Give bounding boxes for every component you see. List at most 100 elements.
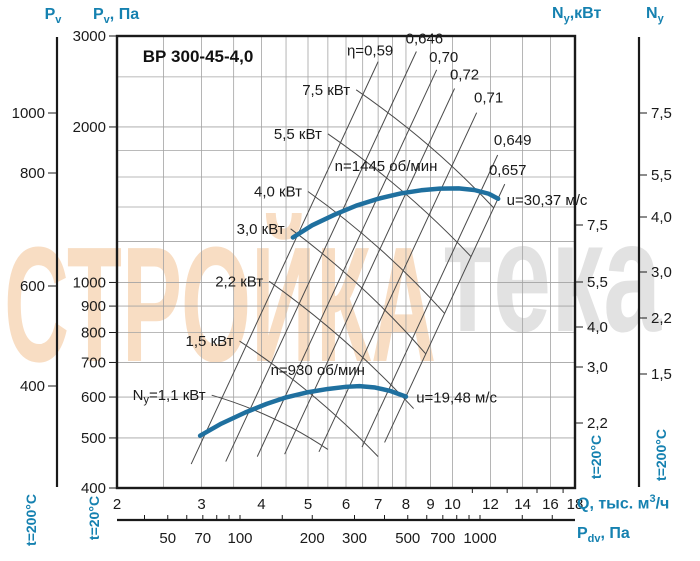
efficiency-line-label: η=0,59 xyxy=(347,43,393,60)
axis-header-pv-outer: Pv xyxy=(36,6,70,26)
power-line-label: 5,5 кВт xyxy=(274,126,322,143)
power-line xyxy=(307,191,445,314)
efficiency-line-label: 0,646 xyxy=(406,30,444,47)
pdv-axis-tick-label: 70 xyxy=(194,530,211,547)
efficiency-line-label: 0,657 xyxy=(489,162,527,179)
axis-header-text: ,кВт xyxy=(569,5,602,22)
efficiency-line-label: 0,72 xyxy=(450,67,479,84)
axis-header-subscript: v xyxy=(103,14,110,27)
axis-header-subscript: v xyxy=(55,14,62,27)
axis-header-text: P xyxy=(577,525,588,542)
ny-outer-tick-label: 1,5 xyxy=(651,366,672,383)
efficiency-line xyxy=(190,61,379,465)
curve-speed-label: n=930 об/мин xyxy=(271,362,365,379)
power-line-label: 3,0 кВт xyxy=(237,221,285,238)
ny-inner-tick-label: 7,5 xyxy=(587,217,608,234)
fan-curve-n930 xyxy=(197,383,409,438)
efficiency-line xyxy=(256,69,438,457)
pv-inner-tick-label: 800 xyxy=(81,325,106,342)
power-line-label: 4,0 кВт xyxy=(254,183,302,200)
u-speed-label: u=19,48 м/с xyxy=(416,390,497,407)
power-line-label: 2,2 кВт xyxy=(215,273,263,290)
q-axis-tick-label: 2 xyxy=(113,496,121,513)
pdv-axis-tick-label: 200 xyxy=(300,530,325,547)
ny-outer-tick-label: 3,0 xyxy=(651,264,672,281)
q-axis-tick-label: 6 xyxy=(342,496,350,513)
pv-inner-tick-label: 600 xyxy=(81,389,106,406)
ny-inner-tick-label: 4,0 xyxy=(587,319,608,336)
pv-inner-tick-label: 3000 xyxy=(73,28,106,45)
efficiency-line-label: 0,70 xyxy=(429,49,458,66)
pdv-axis-tick-label: 500 xyxy=(395,530,420,547)
pdv-axis-tick-label: 300 xyxy=(342,530,367,547)
pdv-axis-tick-label: 50 xyxy=(159,530,176,547)
efficiency-line-label: 0,71 xyxy=(474,90,503,107)
ny-outer-tick-label: 7,5 xyxy=(651,105,672,122)
power-line-label: Nу=1,1 кВт xyxy=(133,387,206,406)
ny-inner-tick-label: 3,0 xyxy=(587,359,608,376)
pv-outer-tick-label: 1000 xyxy=(12,105,45,122)
fan-curve-n1445 xyxy=(290,186,501,240)
power-line xyxy=(211,394,329,450)
q-axis-tick-label: 8 xyxy=(402,496,410,513)
axis-header-subscript: у xyxy=(563,13,570,26)
ny-outer-tick-label: 5,5 xyxy=(651,167,672,184)
axis-header-text: P xyxy=(44,6,56,23)
axis-header-text: , Па xyxy=(600,525,630,542)
temp-label-left-inner: t=20°C xyxy=(86,495,102,541)
q-axis-tick-label: 5 xyxy=(304,496,312,513)
axis-header-text: N xyxy=(552,5,564,22)
axis-header-q: Q, тыс. м3/ч xyxy=(577,493,669,513)
pv-inner-tick-label: 900 xyxy=(81,298,106,315)
efficiency-line xyxy=(225,51,417,462)
temp-label-right-outer: t=200°C xyxy=(653,429,669,481)
q-axis-tick-label: 4 xyxy=(257,496,265,513)
q-axis-tick-label: 18 xyxy=(567,496,584,513)
chart-title: ВР 300-45-4,0 xyxy=(142,47,254,66)
axis-header-pv-inner: Pv, Па xyxy=(93,6,139,26)
pv-outer-tick-label: 600 xyxy=(20,278,45,295)
pv-inner-tick-label: 2000 xyxy=(73,119,106,136)
q-axis-tick-label: 3 xyxy=(197,496,205,513)
axis-header-text: Q, тыс. м xyxy=(577,495,650,513)
efficiency-line-label: 0,649 xyxy=(494,132,532,149)
pv-outer-tick-label: 800 xyxy=(20,165,45,182)
axis-header-text: N xyxy=(646,5,658,22)
pv-inner-tick-label: 700 xyxy=(81,354,106,371)
pv-inner-tick-label: 500 xyxy=(81,430,106,447)
axis-header-subscript: dv xyxy=(587,533,601,546)
axis-header-subscript: у xyxy=(657,13,664,26)
q-axis-tick-label: 12 xyxy=(482,496,499,513)
power-line xyxy=(290,228,427,355)
pv-inner-tick-label: 1000 xyxy=(73,274,106,291)
u-speed-label: u=30,37 м/с xyxy=(507,192,588,209)
pdv-axis-tick-label: 100 xyxy=(227,530,252,547)
q-axis-tick-label: 10 xyxy=(444,496,461,513)
curve-speed-label: n=1445 об/мин xyxy=(335,158,438,175)
axis-header-ny-inner: Nу,кВт xyxy=(552,5,601,25)
temp-label-left-outer: t=200°C xyxy=(23,494,39,546)
efficiency-line xyxy=(318,112,478,453)
watermark-right: тека xyxy=(442,189,662,365)
axis-header-text: /ч xyxy=(655,495,670,513)
q-axis-tick-label: 14 xyxy=(514,496,531,513)
axis-header-pdv: Pdv, Па xyxy=(577,525,630,545)
ny-inner-tick-label: 2,2 xyxy=(587,415,608,432)
efficiency-line xyxy=(361,154,499,448)
temp-label-right-inner: t=20°C xyxy=(588,434,604,480)
chart-frame xyxy=(115,34,577,490)
q-axis-tick-label: 16 xyxy=(542,496,559,513)
pdv-axis-tick-label: 700 xyxy=(430,530,455,547)
ny-outer-tick-label: 4,0 xyxy=(651,209,672,226)
ny-inner-tick-label: 5,5 xyxy=(587,274,608,291)
axis-header-ny-outer: Nу xyxy=(646,5,664,25)
pv-inner-tick-label: 400 xyxy=(81,480,106,497)
power-line-label: 7,5 кВт xyxy=(302,82,350,99)
q-axis-tick-label: 9 xyxy=(426,496,434,513)
axis-header-text: P xyxy=(93,6,104,23)
pdv-axis-tick-label: 1000 xyxy=(463,530,496,547)
pv-outer-tick-label: 400 xyxy=(20,378,45,395)
ny-outer-tick-label: 2,2 xyxy=(651,310,672,327)
